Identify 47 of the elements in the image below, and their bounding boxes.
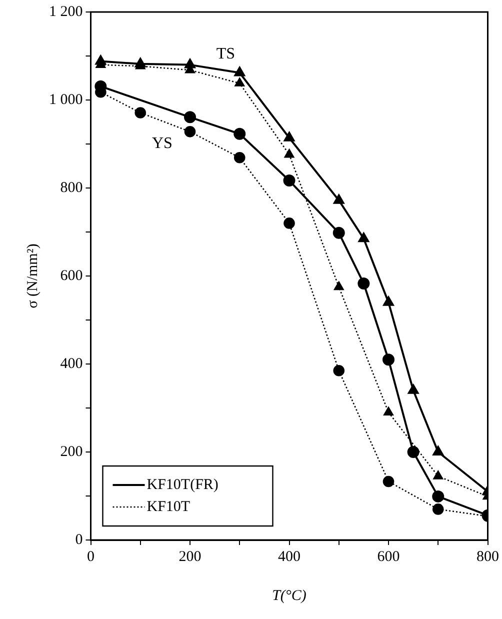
- point: [332, 226, 345, 239]
- annotation: YS: [152, 135, 172, 152]
- point: [432, 446, 444, 456]
- point: [382, 354, 394, 366]
- point: [432, 490, 444, 502]
- y-tick-label: 1 200: [49, 4, 83, 20]
- legend-label: KF10T(FR): [146, 476, 218, 493]
- point: [134, 107, 146, 118]
- point: [432, 504, 444, 515]
- point: [284, 132, 295, 142]
- point: [184, 126, 196, 138]
- y-tick-label: 800: [60, 180, 83, 196]
- point: [234, 78, 245, 86]
- point: [284, 218, 295, 229]
- point: [408, 384, 419, 394]
- point: [382, 476, 394, 488]
- point: [383, 296, 394, 306]
- point: [333, 364, 345, 376]
- x-tick-label: 800: [476, 548, 499, 565]
- annotation: TS: [216, 45, 236, 62]
- point: [358, 232, 370, 242]
- point: [184, 111, 196, 124]
- point: [334, 281, 344, 290]
- x-axis-title: T(°C): [272, 588, 306, 604]
- point: [283, 174, 296, 187]
- point: [358, 277, 370, 290]
- y-tick-label: 200: [60, 444, 83, 460]
- y-axis-title: σ (N/mm²): [24, 244, 41, 308]
- x-tick-label: 400: [278, 548, 300, 565]
- point: [334, 194, 344, 204]
- point: [184, 58, 196, 68]
- point: [234, 128, 246, 140]
- point: [234, 66, 245, 76]
- point: [234, 152, 246, 164]
- y-tick-label: 400: [60, 356, 83, 372]
- legend-label: KF10T: [146, 498, 190, 515]
- x-tick-label: 0: [87, 548, 94, 565]
- point: [95, 55, 106, 65]
- x-tick-label: 600: [377, 548, 400, 565]
- point: [284, 148, 294, 158]
- point: [407, 446, 420, 458]
- point: [384, 406, 394, 416]
- y-tick-label: 0: [75, 532, 83, 548]
- y-tick-label: 600: [60, 268, 83, 284]
- point: [433, 470, 444, 480]
- y-tick-label: 1 000: [49, 92, 83, 108]
- x-tick-label: 200: [178, 548, 202, 565]
